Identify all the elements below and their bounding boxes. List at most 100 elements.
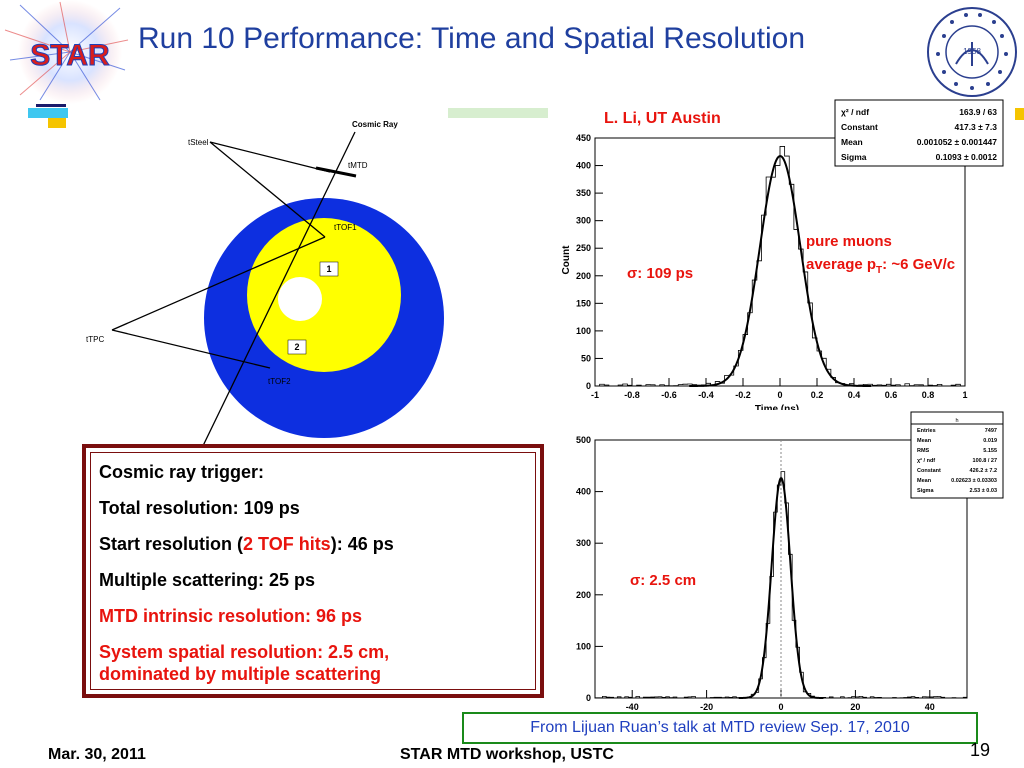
ttpc-pointer: [111, 236, 326, 331]
star-logo: STAR: [4, 0, 129, 104]
chart1-ylabel: Count: [561, 245, 572, 275]
stats-value: 0.019: [983, 438, 997, 444]
y-tick-label: 0: [586, 381, 591, 391]
stats-title: h: [955, 418, 958, 424]
stats-label: Mean: [917, 438, 932, 444]
x-tick-label: 40: [925, 702, 935, 710]
detector-diagram: 1 2 Cosmic Ray tSteel tMTD tTOF1 tTPC tT…: [86, 120, 444, 452]
x-tick-label: 20: [850, 702, 860, 710]
ttpc-pointer-2: [111, 329, 271, 369]
stats-value: 0.1093 ± 0.0012: [936, 152, 998, 162]
spatial-a: System spatial resolution: 2.5 cm,: [99, 642, 390, 662]
x-tick-label: 0.4: [848, 390, 861, 400]
x-tick-label: -1: [591, 390, 599, 400]
x-tick-label: 1: [962, 390, 967, 400]
seal-year: 1958: [963, 47, 981, 56]
chart2-sigma-label: σ: 2.5 cm: [630, 572, 696, 589]
summary-line-trigger: Cosmic ray trigger:: [99, 462, 265, 482]
stats-value: 100.8 / 27: [973, 458, 997, 464]
time-resolution-chart: 0 50 100 150 200 250 300 350 400 450 -1 -0.8 -0.6 -0.…: [555, 98, 1015, 418]
x-tick-label: -0.2: [735, 390, 751, 400]
region-1-box: [319, 261, 339, 277]
cosmic-ray-label: Cosmic Ray: [352, 120, 398, 129]
stats-value: 5.155: [983, 448, 997, 454]
region-2-box: [287, 339, 307, 355]
start-red: 2 TOF hits: [243, 534, 331, 554]
university-seal: 1958: [927, 7, 1017, 97]
y-tick-label: 500: [576, 435, 591, 445]
y-tick-label: 0: [586, 693, 591, 703]
y-tick-label: 450: [576, 133, 591, 143]
stats-label: χ² / ndf: [917, 457, 935, 464]
y-tick-label: 50: [581, 353, 591, 363]
chart1-sigma-label: σ: 109 ps: [627, 265, 693, 282]
y-tick-label: 250: [576, 243, 591, 253]
spatial-resolution-chart: 0 100 200 300 400 500 -40 -20 0 20 40 h Entries 7497…: [555, 410, 1015, 710]
histogram-series: [595, 146, 965, 387]
stats-label: χ² / ndf: [841, 107, 869, 117]
summary-line-total: Total resolution: 109 ps: [99, 498, 300, 518]
region-2-label: 2: [294, 342, 299, 352]
y-tick-label: 350: [576, 188, 591, 198]
avg-sub: T: [876, 265, 882, 276]
summary-line-mtd: MTD intrinsic resolution: 96 ps: [99, 606, 363, 626]
x-tick-label: -0.8: [624, 390, 640, 400]
x-tick-label: 0: [777, 390, 782, 400]
chart1-pure-muons: pure muons: [806, 233, 892, 250]
tsteel-pointer-2: [209, 141, 331, 173]
y-tick-label: 300: [576, 216, 591, 226]
summary-box-inner: Cosmic ray trigger: Total resolution: 10…: [90, 452, 536, 690]
x-tick-label: -40: [626, 702, 639, 710]
y-tick-label: 100: [576, 641, 591, 651]
cosmic-ray-track: [199, 131, 356, 452]
stats-label: Sigma: [841, 152, 867, 162]
summary-line-scattering: Multiple scattering: 25 ps: [99, 570, 316, 590]
credit-label: L. Li, UT Austin: [604, 110, 721, 127]
ttof1-label: tTOF1: [334, 223, 357, 232]
stats-box: [910, 411, 1004, 499]
stats-value: 417.3 ± 7.3: [955, 122, 998, 132]
tsteel-pointer: [209, 141, 326, 238]
stats-label: Constant: [841, 122, 878, 132]
plot-frame: [594, 137, 966, 387]
x-tick-label: 0: [778, 702, 783, 710]
chart1-xlabel: Time (ns): [755, 404, 799, 415]
stats-value: 426.2 ± 7.2: [970, 468, 997, 474]
mtd-module: [315, 166, 357, 178]
stats-label: RMS: [917, 448, 930, 454]
region-1-label: 1: [326, 264, 331, 274]
x-tick-label: -0.4: [698, 390, 714, 400]
ttof2-label: tTOF2: [268, 377, 291, 386]
avg-post: : ~6 GeV/c: [882, 256, 955, 273]
y-tick-label: 400: [576, 161, 591, 171]
avg-pre: average p: [806, 256, 876, 273]
slide-title: Run 10 Performance: Time and Spatial Res…: [138, 22, 806, 55]
stats-label: Mean: [841, 137, 863, 147]
x-tick-label: 0.8: [922, 390, 935, 400]
star-logo-text: STAR: [30, 39, 110, 72]
stats-label: Constant: [917, 468, 941, 474]
gaussian-fit-line: [689, 154, 872, 387]
summary-box: Cosmic ray trigger: Total resolution: 10…: [82, 444, 544, 698]
x-tick-label: 0.6: [885, 390, 898, 400]
middle-ring: [247, 218, 401, 372]
ttpc-label: tTPC: [86, 335, 104, 344]
y-tick-label: 400: [576, 487, 591, 497]
tmtd-label: tMTD: [348, 161, 368, 170]
stats-value: 7497: [985, 428, 997, 434]
gaussian-fit-line: [738, 476, 824, 699]
stats-label: Sigma: [917, 488, 934, 494]
x-tick-label: -0.6: [661, 390, 677, 400]
stats-box: [834, 99, 1004, 167]
stats-value: 163.9 / 63: [959, 107, 997, 117]
x-tick-label: 0.2: [811, 390, 824, 400]
stats-label: Mean: [917, 478, 932, 484]
footer-center: STAR MTD workshop, USTC: [400, 746, 614, 763]
source-note: From Lijuan Ruan’s talk at MTD review Se…: [462, 712, 978, 744]
start-post: ): 46 ps: [330, 534, 394, 554]
stats-value: 2.53 ± 0.03: [970, 488, 997, 494]
inner-ring: [278, 277, 322, 321]
y-tick-label: 100: [576, 326, 591, 336]
y-tick-label: 200: [576, 590, 591, 600]
summary-line-start: Start resolution (2 TOF hits): 46 ps: [99, 533, 527, 555]
